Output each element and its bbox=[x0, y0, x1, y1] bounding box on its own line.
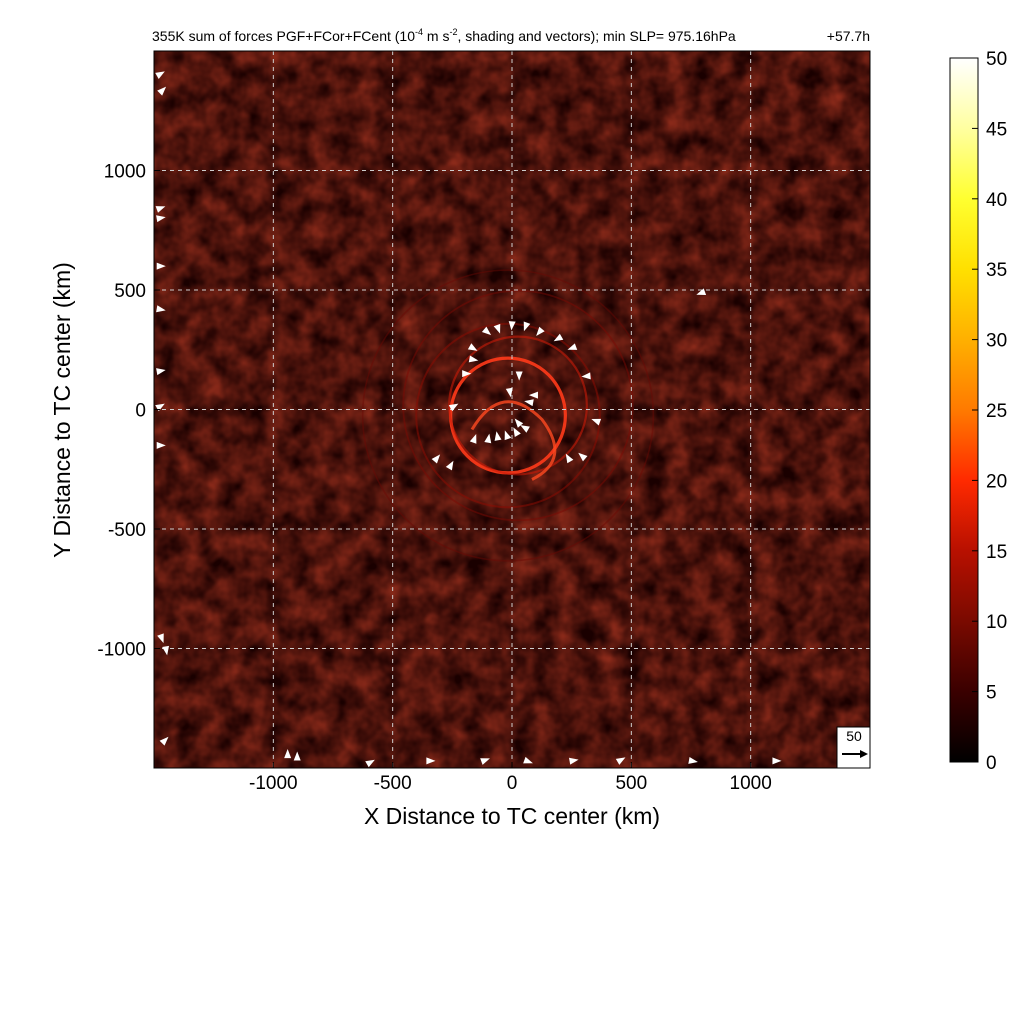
force-vector-arrow bbox=[591, 418, 602, 426]
force-vector-arrow bbox=[528, 391, 538, 399]
force-vector-arrow bbox=[484, 433, 492, 444]
colorbar-ticks: 0 5 10 15 20 25 30 35 40 45 50 bbox=[972, 49, 1007, 774]
x-axis-ticks: -1000 -500 0 500 1000 bbox=[249, 762, 772, 794]
x-tick-label: -500 bbox=[374, 773, 412, 794]
force-vector-arrow bbox=[578, 452, 588, 462]
force-vector-arrow bbox=[468, 355, 479, 363]
force-vector-arrow bbox=[156, 441, 166, 449]
force-vector-arrow bbox=[156, 305, 166, 313]
y-tick-label: 1000 bbox=[104, 162, 146, 183]
force-vector-arrow bbox=[284, 749, 292, 759]
chart-title: 355K sum of forces PGF+FCor+FCent (10-4 … bbox=[152, 27, 736, 44]
force-vector-arrow bbox=[520, 425, 530, 433]
force-vector-arrow bbox=[523, 321, 531, 332]
force-vector-arrow bbox=[448, 403, 459, 412]
x-tick-label: 500 bbox=[615, 773, 647, 794]
force-vector-arrow bbox=[493, 323, 501, 334]
swirl-band bbox=[470, 400, 557, 481]
y-axis-ticks: -1000 -500 0 500 1000 bbox=[97, 162, 160, 661]
force-vector-arrow bbox=[568, 757, 579, 765]
force-vector-arrow bbox=[157, 633, 164, 644]
colorbar-tick-label: 25 bbox=[986, 401, 1007, 422]
reference-vector-arrow bbox=[860, 750, 868, 758]
force-vector-arrow bbox=[508, 321, 516, 331]
heatmap-swirl-features bbox=[361, 269, 655, 562]
colorbar-tick-label: 0 bbox=[986, 753, 997, 774]
force-vector-arrow bbox=[159, 736, 169, 746]
force-vector-arrow bbox=[467, 343, 478, 351]
reference-vector-label: 50 bbox=[846, 728, 862, 744]
force-vector-arrow bbox=[615, 757, 626, 765]
y-tick-label: -500 bbox=[108, 520, 146, 541]
force-vector-arrow bbox=[567, 343, 578, 350]
force-vector-arrow bbox=[553, 333, 564, 342]
force-vector-arrow bbox=[155, 206, 166, 213]
force-vector-arrow bbox=[481, 326, 492, 336]
force-vector-arrow bbox=[157, 86, 167, 96]
force-vector-arrow bbox=[445, 460, 454, 471]
colorbar-tick-label: 40 bbox=[986, 190, 1007, 211]
chart-time-label: +57.7h bbox=[827, 28, 870, 44]
force-vector-arrow bbox=[505, 387, 513, 398]
force-vectors bbox=[155, 71, 782, 768]
force-vector-arrow bbox=[155, 71, 165, 79]
x-tick-label: 0 bbox=[507, 773, 518, 794]
swirl-band bbox=[402, 289, 634, 522]
force-vector-arrow bbox=[696, 288, 707, 295]
force-vector-arrow bbox=[523, 756, 533, 764]
y-tick-label: -1000 bbox=[97, 640, 146, 661]
force-vector-arrow bbox=[688, 757, 698, 764]
colorbar-tick-label: 15 bbox=[986, 542, 1007, 563]
y-axis-label: Y Distance to TC center (km) bbox=[49, 262, 75, 558]
force-vector-arrow bbox=[524, 399, 534, 407]
force-vector-arrow bbox=[365, 759, 375, 768]
force-vector-arrow bbox=[469, 433, 477, 444]
y-tick-label: 0 bbox=[135, 401, 146, 422]
plot-area bbox=[154, 51, 870, 768]
x-tick-label: -1000 bbox=[249, 773, 298, 794]
colorbar-tick-label: 10 bbox=[986, 612, 1007, 633]
force-vector-arrow bbox=[772, 757, 782, 765]
colorbar-tick-label: 50 bbox=[986, 49, 1007, 70]
force-vector-arrow bbox=[480, 758, 490, 765]
colorbar-tick-label: 45 bbox=[986, 119, 1007, 140]
force-vector-arrow bbox=[514, 418, 524, 428]
force-vector-arrow bbox=[156, 215, 166, 223]
swirl-band bbox=[361, 269, 655, 562]
force-vector-arrow bbox=[515, 371, 523, 381]
force-vector-arrow bbox=[536, 326, 545, 336]
force-vector-arrow bbox=[162, 645, 170, 656]
y-tick-label: 500 bbox=[114, 281, 146, 302]
force-vector-arrow bbox=[565, 453, 574, 464]
colorbar-tick-label: 20 bbox=[986, 471, 1007, 492]
colorbar-tick-label: 30 bbox=[986, 331, 1007, 352]
force-vector-arrow bbox=[426, 757, 436, 765]
force-vector-arrow bbox=[504, 430, 512, 441]
force-vector-arrow bbox=[513, 427, 521, 437]
force-vector-arrow bbox=[156, 368, 166, 376]
x-axis-label: X Distance to TC center (km) bbox=[364, 803, 660, 829]
force-vector-arrow bbox=[431, 454, 441, 464]
force-vector-arrow bbox=[462, 370, 472, 378]
colorbar-tick-label: 35 bbox=[986, 260, 1007, 281]
swirl-band bbox=[415, 322, 601, 509]
force-vector-arrow bbox=[156, 262, 166, 270]
force-vector-arrow bbox=[581, 372, 591, 380]
x-tick-label: 1000 bbox=[730, 773, 772, 794]
colorbar-tick-label: 5 bbox=[986, 683, 997, 704]
reference-vector-box: 50 bbox=[836, 726, 871, 769]
force-vector-arrow bbox=[494, 431, 502, 441]
force-vector-arrow bbox=[293, 751, 301, 761]
